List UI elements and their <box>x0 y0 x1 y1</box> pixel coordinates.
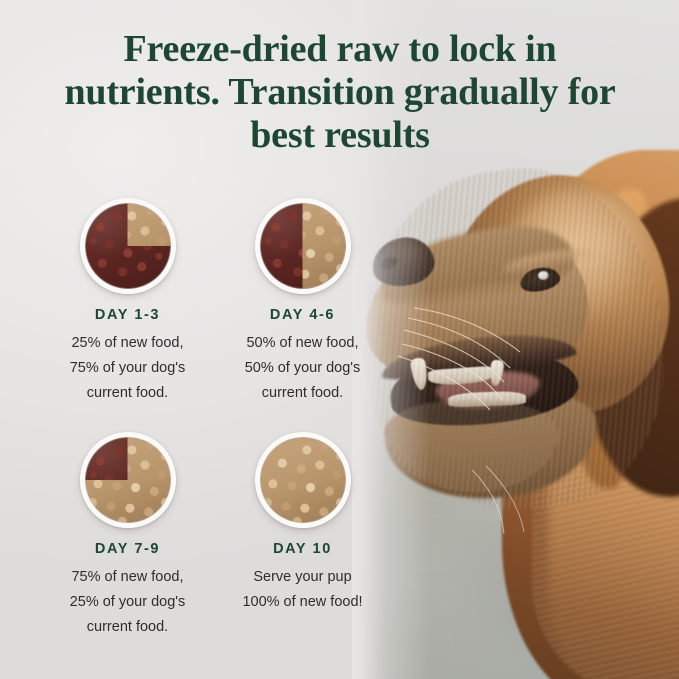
bowl-food <box>84 203 171 289</box>
bowl-day-4-6-icon <box>254 198 351 294</box>
step-day-label: DAY 7-9 <box>94 541 161 557</box>
step-description: 25% of new food, 75% of your dog's curre… <box>69 335 186 401</box>
bowl-day-10-icon <box>254 432 351 528</box>
bowl-food <box>259 437 346 523</box>
page-title: Freeze-dried raw to lock in nutrients. T… <box>64 28 616 156</box>
step-day-10: DAY 10 Serve your pup 100% of new food! <box>215 432 390 640</box>
step-day-7-9: DAY 7-9 75% of new food, 25% of your dog… <box>40 432 215 640</box>
bowl-day-7-9-icon <box>79 432 176 528</box>
step-description: 50% of new food, 50% of your dog's curre… <box>244 335 361 401</box>
transition-steps: DAY 1-3 25% of new food, 75% of your dog… <box>40 198 390 640</box>
step-description: 75% of new food, 25% of your dog's curre… <box>69 569 186 635</box>
bowl-food <box>259 203 346 289</box>
kibble-layer <box>302 203 346 289</box>
steps-row-1: DAY 1-3 25% of new food, 75% of your dog… <box>40 198 390 406</box>
kibble-layer <box>127 203 171 246</box>
kibble-layer <box>259 437 346 523</box>
step-day-label: DAY 10 <box>273 541 332 557</box>
step-description: Serve your pup 100% of new food! <box>242 569 363 610</box>
step-day-1-3: DAY 1-3 25% of new food, 75% of your dog… <box>40 198 215 406</box>
bowl-day-1-3-icon <box>79 198 176 294</box>
step-day-label: DAY 1-3 <box>94 307 161 323</box>
steps-row-2: DAY 7-9 75% of new food, 25% of your dog… <box>40 432 390 640</box>
raw-food-layer <box>84 437 128 480</box>
step-day-4-6: DAY 4-6 50% of new food, 50% of your dog… <box>215 198 390 406</box>
bowl-food <box>84 437 171 523</box>
step-day-label: DAY 4-6 <box>269 307 336 323</box>
